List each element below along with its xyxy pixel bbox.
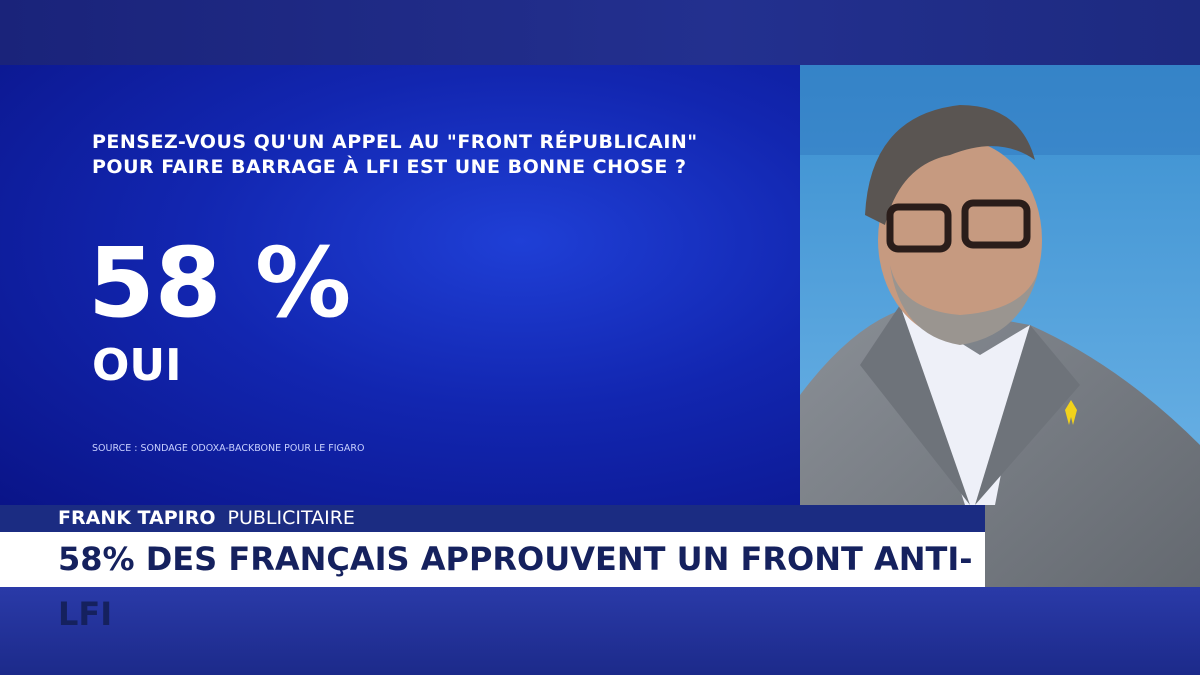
- question-line: PENSEZ-VOUS QU'UN APPEL AU "FRONT RÉPUBL…: [92, 131, 698, 153]
- poll-graphic: [0, 65, 800, 505]
- glasses: [886, 203, 952, 253]
- poll-result: 58 %: [88, 227, 352, 339]
- beard: [890, 265, 1040, 345]
- lapel: [860, 305, 970, 505]
- guest-role: PUBLICITAIRE: [227, 507, 355, 529]
- poll-answer: OUI: [92, 340, 182, 391]
- ribbon-pin: [1065, 400, 1077, 425]
- top-band: [0, 0, 1200, 65]
- headline: 58% DES FRANÇAIS APPROUVENT UN FRONT ANT…: [58, 540, 973, 633]
- face: [878, 140, 1042, 340]
- headline-bar: 58% DES FRANÇAIS APPROUVENT UN FRONT ANT…: [0, 532, 985, 633]
- guest-name: FRANK TAPIRO: [58, 507, 216, 529]
- hair: [865, 105, 1035, 225]
- bottom-band: [0, 587, 1200, 675]
- poll-question: PENSEZ-VOUS QU'UN APPEL AU "FRONT RÉPUBL…: [92, 130, 698, 180]
- question-line: POUR FAIRE BARRAGE À LFI EST UNE BONNE C…: [92, 156, 687, 178]
- lapel: [975, 325, 1080, 505]
- name-bar: FRANK TAPIRO PUBLICITAIRE: [0, 505, 985, 532]
- glasses: [961, 199, 1031, 249]
- poll-source: SOURCE : SONDAGE ODOXA-BACKBONE POUR LE …: [92, 443, 365, 454]
